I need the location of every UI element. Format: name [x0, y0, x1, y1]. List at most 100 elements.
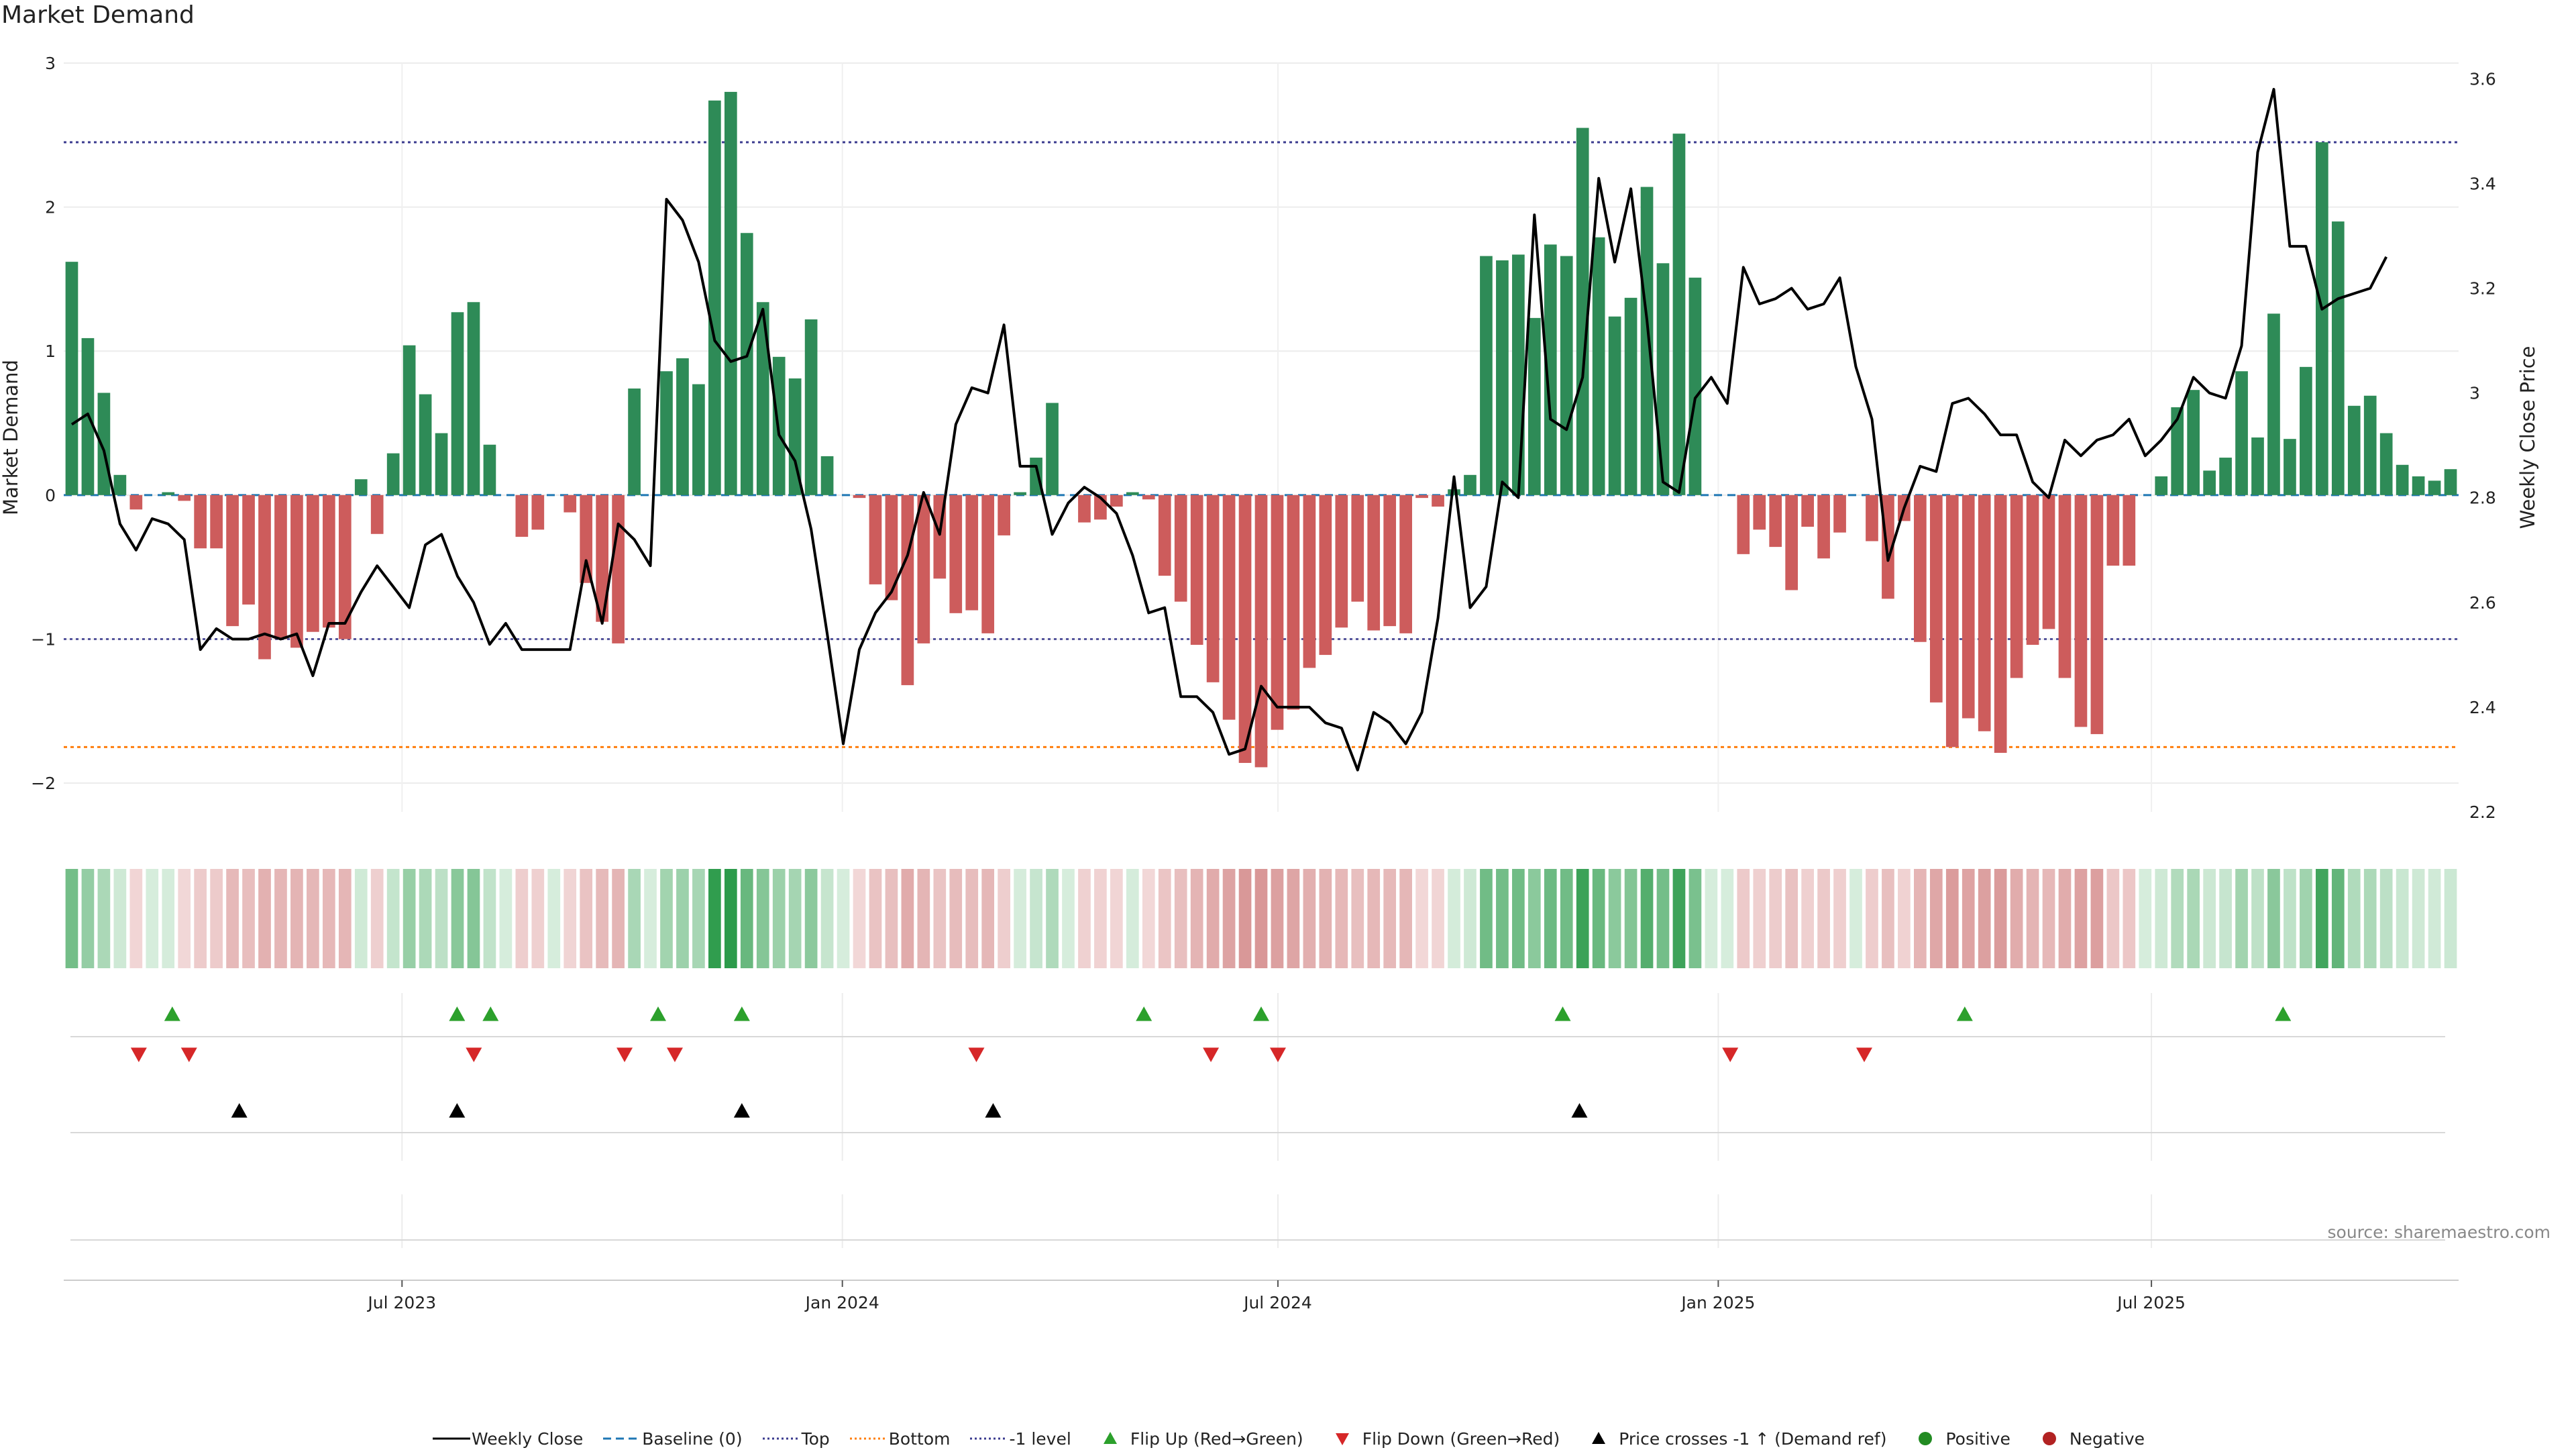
heatmap-cell [772, 869, 786, 968]
heatmap-cell [113, 869, 127, 968]
heatmap-cell [97, 869, 111, 968]
y-tick-label: −2 [31, 774, 56, 793]
heatmap-cell [1078, 869, 1091, 968]
heatmap-cell [933, 869, 947, 968]
heatmap-cell [2106, 869, 2120, 968]
heatmap-cell [81, 869, 95, 968]
heatmap-cell [1014, 869, 1026, 968]
heatmap-cell [708, 869, 721, 968]
heatmap-cell [531, 869, 545, 968]
demand-bar [1110, 495, 1123, 507]
heatmap-cell [1817, 869, 1830, 968]
demand-bar [1753, 495, 1766, 530]
demand-bar [949, 495, 963, 613]
heatmap-cell [162, 869, 175, 968]
demand-bar [804, 319, 818, 495]
legend-item: Flip Down (Green→Red) [1322, 1429, 1560, 1449]
legend-label: -1 level [1009, 1429, 1071, 1449]
heatmap-cell [210, 869, 223, 968]
legend-item: -1 level [969, 1429, 1071, 1449]
demand-bar [692, 384, 705, 495]
demand-bar [515, 495, 529, 537]
demand-bar [1801, 495, 1814, 527]
green-triangle-up-icon [1103, 1432, 1117, 1444]
demand-bar [788, 378, 802, 495]
flip-up-marker [482, 1006, 499, 1021]
demand-bar [1882, 495, 1894, 599]
heatmap-cell [2171, 869, 2184, 968]
demand-bar [2155, 476, 2168, 495]
demand-bar [1383, 495, 1397, 627]
heatmap-cell [1705, 869, 1718, 968]
heatmap-cell [2428, 869, 2441, 968]
demand-bar [307, 495, 319, 632]
heatmap-cell [901, 869, 914, 968]
heatmap-cell [2155, 869, 2168, 968]
heatmap-cell [2235, 869, 2248, 968]
y2-tick-label: 3.4 [2469, 174, 2496, 193]
legend-item: Positive [1905, 1429, 2010, 1449]
demand-bar [258, 495, 271, 660]
heatmap-cell [660, 869, 673, 968]
flip-down-marker [130, 1047, 147, 1062]
demand-bar [290, 495, 303, 648]
cross-marker [231, 1103, 248, 1118]
demand-bar [740, 233, 753, 495]
heatmap-cell [242, 869, 255, 968]
demand-heatmap-strip [65, 869, 2457, 968]
flip-down-marker [466, 1047, 482, 1062]
heatmap-cell [1801, 869, 1814, 968]
heatmap-cell [178, 869, 191, 968]
cross-marker [449, 1103, 466, 1118]
heatmap-cell [1592, 869, 1605, 968]
demand-bar [451, 312, 464, 495]
y-tick-label: 2 [45, 198, 56, 217]
heatmap-cell [1415, 869, 1428, 968]
heatmap-cell [1914, 869, 1927, 968]
legend-item: Weekly Close [431, 1429, 583, 1449]
demand-bar [564, 495, 577, 513]
heatmap-cell [194, 869, 207, 968]
flip-up-marker [449, 1006, 466, 1021]
demand-bar [435, 433, 448, 495]
demand-bar [1962, 495, 1975, 719]
flip-down-marker [1269, 1047, 1286, 1062]
heatmap-cell [2347, 869, 2361, 968]
heatmap-cell [547, 869, 561, 968]
demand-bar [1174, 495, 1187, 602]
demand-bar [1560, 256, 1573, 495]
heatmap-cell [1833, 869, 1846, 968]
black-triangle-up-icon [1592, 1432, 1606, 1444]
demand-bar [885, 495, 898, 601]
heatmap-cell [1962, 869, 1975, 968]
heatmap-cell [435, 869, 448, 968]
demand-bar [1608, 316, 1621, 495]
demand-bar [580, 495, 593, 583]
legend-label: Flip Up (Red→Green) [1130, 1429, 1303, 1449]
demand-bar [2074, 495, 2088, 727]
demand-bar [2203, 470, 2216, 495]
demand-bar [1914, 495, 1927, 642]
demand-bar [901, 495, 914, 686]
heatmap-cell [1383, 869, 1397, 968]
x-tick-label: Jul 2024 [1242, 1293, 1312, 1312]
demand-bar [2267, 313, 2280, 495]
heatmap-cell [322, 869, 335, 968]
heatmap-cell [2315, 869, 2328, 968]
cross-marker [985, 1103, 1002, 1118]
demand-bar [419, 394, 432, 495]
heatmap-cell [1656, 869, 1670, 968]
demand-bar [1512, 254, 1525, 495]
y-tick-label: −1 [31, 629, 56, 649]
flip-down-marker [666, 1047, 683, 1062]
demand-bar [1367, 495, 1381, 631]
price-line-layer [70, 88, 2387, 772]
demand-bar [1254, 495, 1268, 768]
demand-bar [2300, 366, 2312, 495]
demand-bar [1271, 495, 1284, 730]
heatmap-cell [1994, 869, 2007, 968]
flip-up-marker [650, 1006, 667, 1021]
heatmap-cell [998, 869, 1010, 968]
demand-bar [708, 100, 721, 495]
blue-dashed-line-icon [603, 1437, 641, 1440]
